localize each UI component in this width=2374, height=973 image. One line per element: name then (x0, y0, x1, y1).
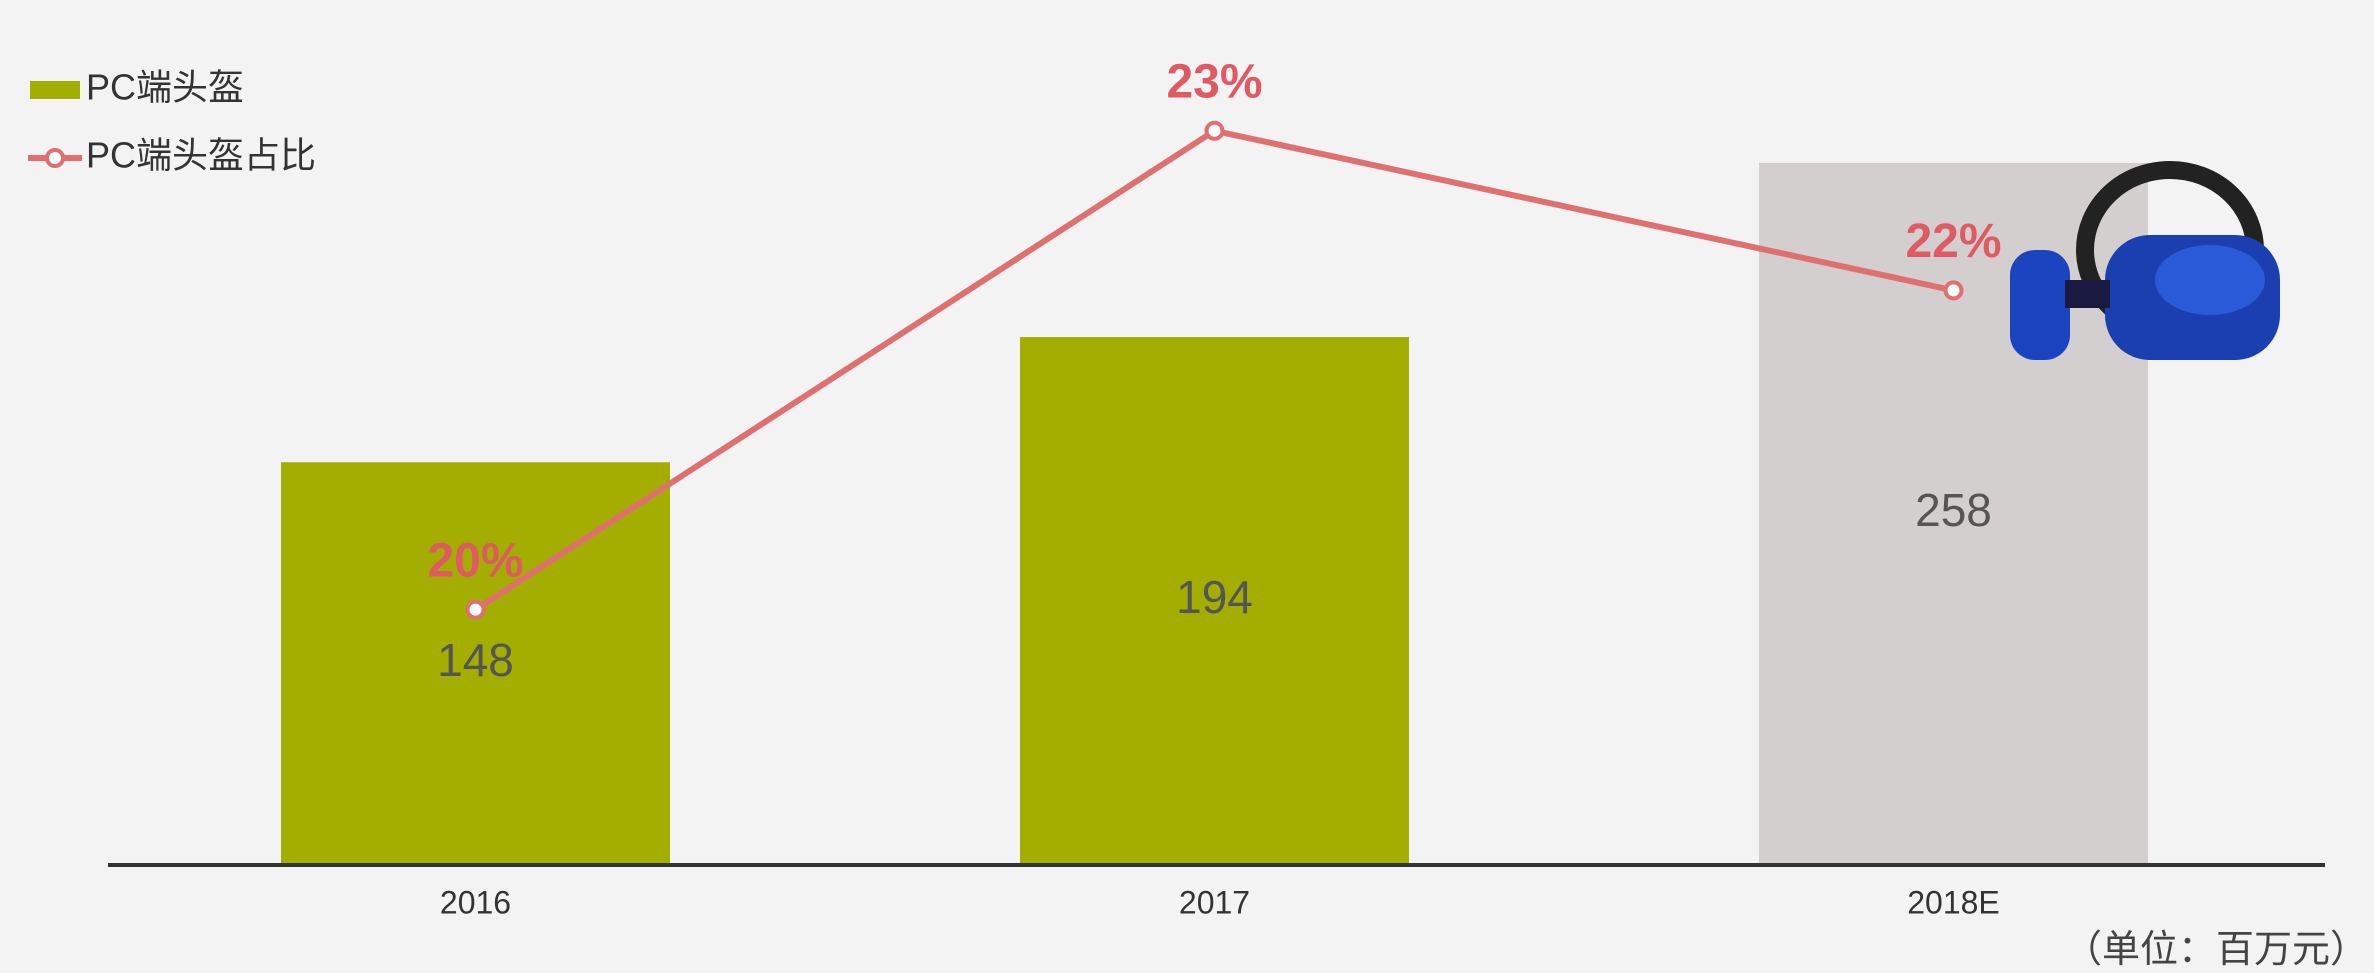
line-value-label: 22% (1905, 215, 2001, 268)
x-tick-label: 2018E (1907, 884, 2000, 920)
bar-value-label: 148 (437, 634, 514, 686)
line-value-label: 20% (427, 534, 523, 587)
legend-swatch (30, 81, 80, 99)
x-tick-label: 2017 (1179, 884, 1250, 920)
unit-note: （单位：百万元） (2064, 929, 2368, 971)
bar-value-label: 258 (1915, 484, 1992, 536)
legend-marker (47, 150, 63, 166)
line-marker (1946, 282, 1962, 298)
headset-arm (2065, 280, 2110, 308)
x-tick-label: 2016 (440, 884, 511, 920)
line-marker (468, 602, 484, 618)
line-marker (1207, 123, 1223, 139)
chart: （单位：百万元） 148 194 258 2016 2017 2018E 20% 23% 22%… (0, 0, 2374, 973)
legend-label: PC端头盔 (86, 67, 244, 108)
headset-shade (2155, 245, 2265, 315)
bar-value-label: 194 (1176, 571, 1253, 623)
legend-label: PC端头盔占比 (86, 135, 316, 176)
headset-ear (2010, 250, 2070, 360)
line-value-label: 23% (1166, 55, 1262, 108)
